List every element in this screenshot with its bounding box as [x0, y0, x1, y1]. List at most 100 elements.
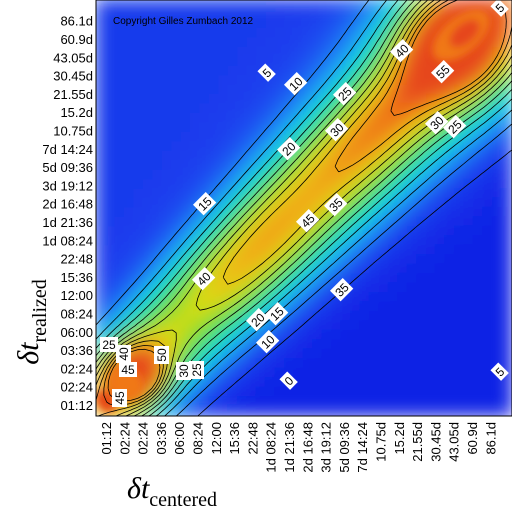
heatmap-cell	[246, 169, 258, 181]
heatmap-cell	[293, 65, 305, 77]
heatmap-cell	[151, 197, 164, 209]
heatmap-cell	[482, 131, 495, 143]
heatmap-cell	[293, 282, 305, 295]
heatmap-cell	[132, 216, 145, 228]
heatmap-cell	[416, 121, 428, 134]
heatmap-cell	[435, 225, 447, 238]
heatmap-cell	[321, 273, 334, 285]
heatmap-cell	[397, 254, 409, 266]
heatmap-cell	[397, 282, 409, 295]
heatmap-cell	[227, 112, 239, 124]
heatmap-cell	[303, 140, 315, 153]
heatmap-cell	[416, 46, 428, 58]
heatmap-cell	[501, 159, 512, 172]
heatmap-cell	[189, 396, 201, 408]
heatmap-cell	[303, 8, 315, 20]
heatmap-cell	[199, 301, 211, 313]
heatmap-cell	[331, 169, 343, 181]
heatmap-cell	[246, 339, 258, 351]
heatmap-cell	[265, 396, 277, 408]
heatmap-cell	[142, 254, 154, 266]
x-tick-label: 15.2d	[392, 422, 407, 455]
heatmap-cell	[340, 339, 353, 351]
heatmap-cell	[142, 188, 154, 200]
heatmap-cell	[217, 386, 230, 399]
heatmap-cell	[416, 140, 428, 153]
heatmap-cell	[312, 348, 324, 361]
heatmap-cell	[293, 311, 305, 323]
contour-label: 45	[295, 208, 320, 233]
heatmap-cell	[350, 65, 362, 77]
y-tick-label: 02:24	[60, 380, 93, 395]
heatmap-cell	[378, 93, 391, 105]
y-tick-label: 10.75d	[53, 124, 93, 139]
heatmap-cell	[151, 0, 164, 11]
heatmap-cell	[208, 405, 220, 416]
heatmap-cell	[132, 8, 145, 20]
heatmap-cell	[208, 178, 220, 191]
y-tick-label: 15:36	[60, 270, 93, 285]
heatmap-cell	[293, 188, 305, 200]
heatmap-cell	[303, 55, 315, 68]
heatmap-cell	[236, 244, 249, 257]
heatmap-cell	[113, 301, 126, 313]
heatmap-cell	[96, 103, 107, 115]
heatmap-cell	[312, 84, 324, 96]
heatmap-cell	[142, 311, 154, 323]
heatmap-cell	[444, 292, 457, 304]
heatmap-cell	[473, 207, 485, 219]
heatmap-cell	[331, 405, 343, 416]
heatmap-cell	[340, 386, 353, 399]
heatmap-cell	[407, 169, 419, 181]
heatmap-cell	[492, 301, 504, 313]
heatmap-cell	[265, 358, 277, 370]
contour-label: 15	[264, 301, 289, 326]
heatmap-cell	[113, 140, 126, 153]
heatmap-cell	[378, 150, 391, 162]
heatmap-cell	[293, 8, 305, 20]
heatmap-cell	[104, 216, 116, 228]
heatmap-cell	[321, 348, 334, 361]
heatmap-cell	[284, 244, 296, 257]
heatmap-cell	[236, 367, 249, 380]
heatmap-cell	[180, 0, 192, 11]
heatmap-cell	[189, 244, 201, 257]
heatmap-cell	[104, 197, 116, 209]
heatmap-cell	[180, 46, 192, 58]
heatmap-cell	[359, 197, 372, 209]
heatmap-cell	[303, 405, 315, 416]
heatmap-cell	[425, 244, 438, 257]
heatmap-cell	[463, 197, 476, 209]
heatmap-cell	[388, 329, 400, 342]
heatmap-cell	[113, 188, 126, 200]
heatmap-cell	[321, 396, 334, 408]
heatmap-cell	[151, 159, 164, 172]
x-tick-label: 86.1d	[483, 422, 498, 455]
heatmap-cell	[501, 169, 512, 181]
heatmap-cell	[407, 301, 419, 313]
heatmap-cell	[170, 46, 183, 58]
heatmap-cell	[492, 65, 504, 77]
heatmap-cell	[189, 159, 201, 172]
heatmap-cell	[284, 292, 296, 304]
heatmap-cell	[369, 46, 381, 58]
heatmap-cell	[397, 188, 409, 200]
heatmap-cell	[501, 244, 512, 257]
heatmap-cell	[463, 216, 476, 228]
heatmap-cell	[246, 358, 258, 370]
heatmap-cell	[96, 17, 107, 30]
heatmap-cell	[274, 150, 287, 162]
heatmap-cell	[303, 46, 315, 58]
heatmap-cell	[501, 282, 512, 295]
heatmap-cell	[236, 140, 249, 153]
heatmap-cell	[104, 150, 116, 162]
heatmap-cell	[321, 178, 334, 191]
heatmap-cell	[303, 396, 315, 408]
heatmap-cell	[274, 216, 287, 228]
heatmap-cell	[350, 292, 362, 304]
heatmap-cell	[473, 140, 485, 153]
heatmap-cell	[501, 254, 512, 266]
heatmap-cell	[378, 207, 391, 219]
heatmap-cell	[359, 301, 372, 313]
heatmap-cell	[189, 348, 201, 361]
